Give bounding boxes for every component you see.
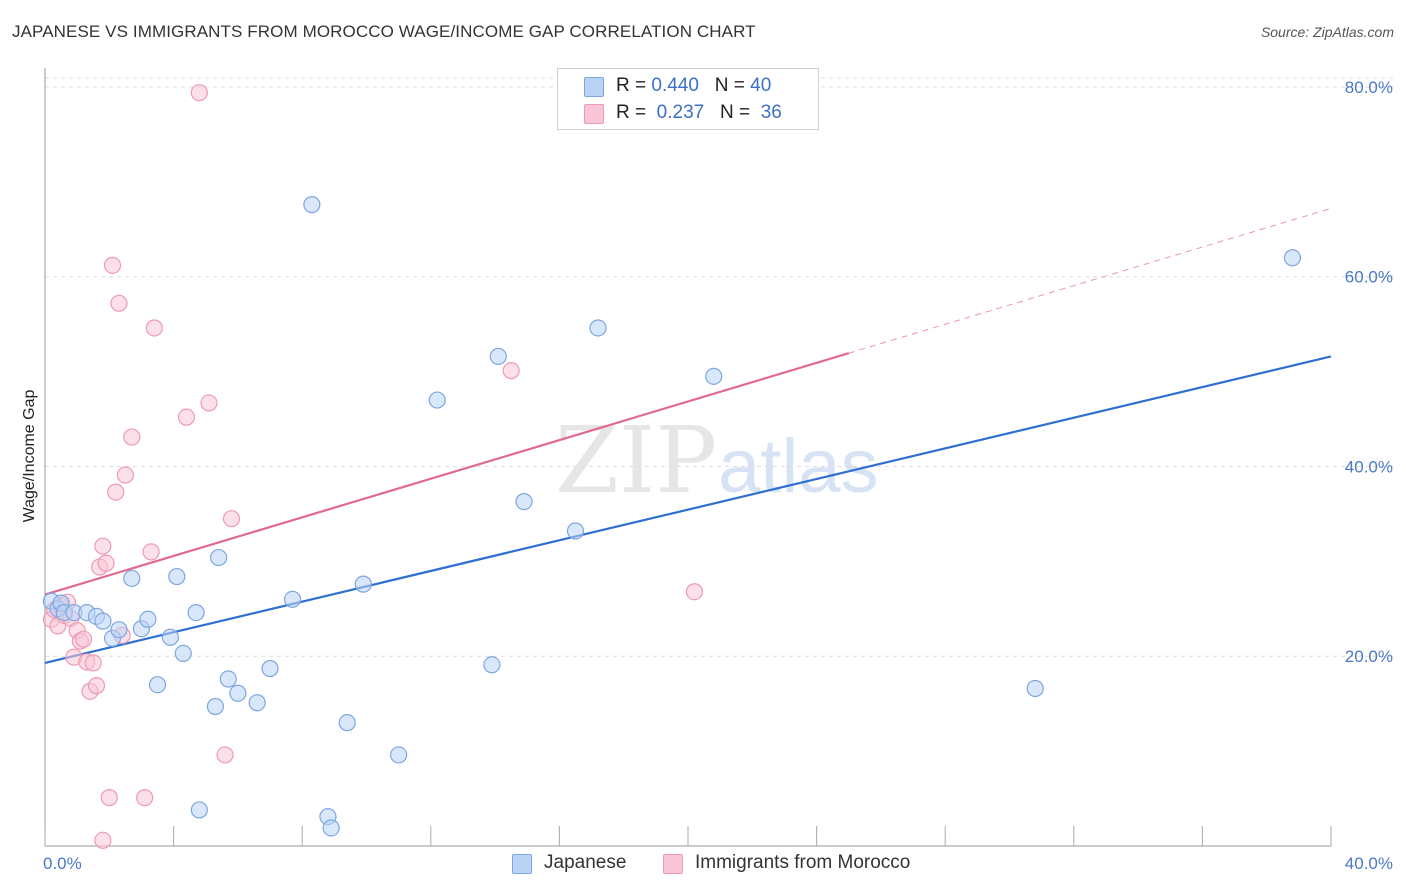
japanese-point-23: [248, 694, 266, 712]
japanese-point-7: [94, 612, 112, 630]
japanese-point-35: [515, 492, 533, 511]
morocco-point-27: [142, 543, 160, 561]
morocco-point-22: [110, 294, 128, 312]
japanese-point-12: [139, 610, 157, 628]
japanese-point-15: [168, 567, 186, 586]
morocco-point-16: [94, 537, 112, 555]
trend-line-japanese: [44, 355, 1332, 664]
japanese-point-13: [148, 676, 167, 694]
correlation-legend: R = 0.440 N = 40 R = 0.237 N = 36: [557, 68, 819, 130]
morocco-point-32: [216, 746, 234, 764]
japanese-point-30: [354, 575, 372, 593]
japanese-point-18: [190, 801, 208, 819]
watermark-zip: ZIP: [555, 407, 717, 514]
japanese-point-26: [303, 196, 321, 214]
r-label: R =: [616, 102, 652, 123]
y-tick-label-20: 20.0%: [1345, 647, 1393, 666]
morocco-point-21: [107, 483, 125, 501]
morocco-point-25: [123, 428, 141, 446]
japanese-point-31: [390, 746, 408, 764]
morocco-point-35: [685, 583, 704, 601]
x-tick-label-max: 40.0%: [1345, 854, 1393, 873]
trend-line-morocco-extension: [848, 207, 1332, 354]
y-tick-label-60: 60.0%: [1345, 268, 1393, 287]
morocco-point-29: [177, 408, 196, 426]
y-tick-label-80: 80.0%: [1345, 78, 1393, 97]
morocco-point-14: [87, 677, 106, 695]
chart-title: JAPANESE VS IMMIGRANTS FROM MOROCCO WAGE…: [12, 22, 756, 41]
y-tick-labels: 20.0% 40.0% 60.0% 80.0%: [1345, 78, 1393, 666]
japanese-point-38: [705, 367, 723, 385]
japanese-point-28: [322, 819, 340, 837]
morocco-point-13: [84, 654, 102, 672]
japanese-point-32: [428, 391, 446, 409]
y-tick-label-40: 40.0%: [1345, 457, 1393, 476]
japanese-point-40: [1283, 249, 1302, 267]
morocco-point-20: [103, 256, 122, 274]
morocco-point-17: [94, 831, 112, 849]
r-value-japanese: 0.440: [651, 75, 699, 96]
n-value-morocco: 36: [760, 102, 782, 123]
morocco-legend-swatch: [663, 854, 683, 874]
morocco-point-34: [502, 362, 520, 380]
series-morocco-points: [42, 84, 704, 849]
trend-lines: [44, 207, 1332, 664]
morocco-point-10: [74, 630, 93, 648]
trend-line-morocco: [44, 352, 850, 596]
japanese-point-14: [161, 628, 179, 646]
legend-row-japanese-text: R = 0.440 N = 40: [616, 75, 771, 97]
japanese-point-29: [338, 714, 356, 732]
morocco-point-33: [222, 510, 241, 528]
morocco-point-19: [100, 789, 118, 807]
japanese-point-37: [589, 319, 607, 337]
japanese-point-9: [110, 621, 128, 639]
morocco-point-26: [136, 789, 154, 807]
japanese-legend-label: Japanese: [544, 852, 627, 873]
japanese-point-25: [283, 590, 302, 608]
n-label: N =: [714, 75, 751, 96]
series-legend: Japanese Immigrants from Morocco: [0, 852, 1406, 878]
legend-row-morocco-text: R = 0.237 N = 36: [616, 102, 782, 124]
japanese-legend-swatch: [512, 854, 532, 874]
morocco-point-24: [116, 466, 134, 484]
series-japanese-points: [42, 196, 1302, 837]
japanese-swatch: [584, 77, 604, 97]
japanese-point-10: [123, 569, 141, 588]
japanese-point-36: [566, 522, 585, 540]
morocco-point-18: [97, 554, 115, 572]
japanese-point-39: [1026, 679, 1044, 698]
source-credit: Source: ZipAtlas.com: [1260, 24, 1394, 40]
japanese-point-22: [229, 684, 247, 702]
r-value-morocco: 0.237: [656, 102, 705, 123]
morocco-legend-label: Immigrants from Morocco: [695, 852, 911, 873]
morocco-point-31: [200, 394, 218, 412]
japanese-point-34: [489, 347, 507, 366]
japanese-point-19: [206, 697, 224, 716]
r-label: R =: [616, 75, 652, 96]
japanese-point-21: [219, 670, 237, 688]
x-tick-label-min: 0.0%: [43, 854, 82, 873]
morocco-point-28: [145, 319, 163, 337]
japanese-point-24: [261, 659, 279, 678]
x-ticks: [44, 826, 1332, 846]
grid-lines: [45, 77, 1393, 657]
morocco-swatch: [584, 104, 604, 124]
japanese-point-33: [483, 656, 501, 674]
japanese-point-17: [187, 603, 205, 622]
n-value-japanese: 40: [750, 75, 772, 96]
morocco-point-30: [190, 84, 208, 102]
japanese-point-16: [174, 644, 192, 662]
y-axis-label: Wage/Income Gap: [21, 390, 38, 523]
japanese-point-20: [210, 548, 228, 567]
n-label: N =: [720, 102, 756, 123]
